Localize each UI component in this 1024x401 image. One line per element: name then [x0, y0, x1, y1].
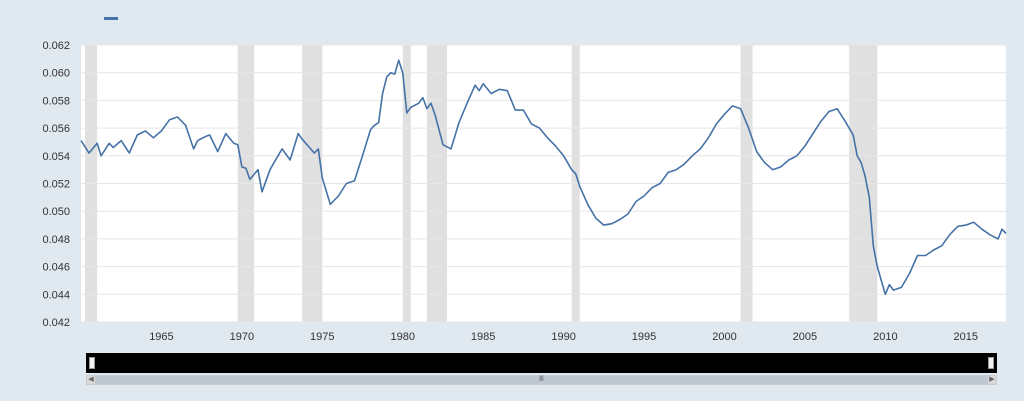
- navigator-handle-right[interactable]: [988, 357, 994, 369]
- y-tick-label: 0.054: [42, 151, 70, 163]
- y-tick-label: 0.060: [42, 68, 70, 80]
- x-tick-label: 2000: [712, 331, 736, 343]
- x-tick-label: 1990: [551, 331, 575, 343]
- triangle-left-icon[interactable]: ◀: [88, 376, 94, 383]
- x-tick-label: 2010: [873, 331, 897, 343]
- navigator-handle-left[interactable]: [89, 357, 95, 369]
- y-tick-label: 0.044: [42, 289, 70, 301]
- series-line: [80, 59, 1007, 296]
- x-tick-label: 1970: [230, 331, 254, 343]
- y-tick-label: 0.048: [42, 234, 70, 246]
- legend-series-swatch: [104, 17, 118, 20]
- x-axis-tick-labels: 1965 1970 1975 1980 1985 1990 1995 2000 2005 2010…: [149, 331, 978, 343]
- x-tick-label: 1985: [471, 331, 495, 343]
- x-tick-label: 1980: [390, 331, 414, 343]
- range-navigator[interactable]: [86, 353, 997, 373]
- x-tick-label: 2005: [793, 331, 817, 343]
- y-tick-label: 0.062: [42, 40, 70, 52]
- y-tick-label: 0.056: [42, 123, 70, 135]
- line-chart: 0.042 0.044 0.046 0.048 0.050 0.052 0.054 0.056…: [42, 40, 1007, 343]
- horizontal-scrollbar[interactable]: ◀ ‖ǀ ▶: [86, 375, 997, 385]
- y-tick-label: 0.050: [42, 206, 70, 218]
- x-tick-label: 1965: [149, 331, 173, 343]
- x-tick-label: 2015: [954, 331, 978, 343]
- y-gridlines: [81, 44, 1006, 323]
- y-tick-label: 0.052: [42, 179, 70, 191]
- x-tick-label: 1995: [632, 331, 656, 343]
- x-tick-label: 1975: [310, 331, 334, 343]
- triangle-right-icon[interactable]: ▶: [989, 376, 995, 383]
- y-tick-label: 0.042: [42, 317, 70, 329]
- scrollbar-thumb[interactable]: ‖ǀ: [95, 376, 988, 384]
- y-tick-label: 0.058: [42, 95, 70, 107]
- y-tick-label: 0.046: [42, 262, 70, 274]
- y-axis-tick-labels: 0.042 0.044 0.046 0.048 0.050 0.052 0.054 0.056…: [42, 40, 70, 329]
- grip-lines-icon: ‖ǀ: [539, 376, 544, 383]
